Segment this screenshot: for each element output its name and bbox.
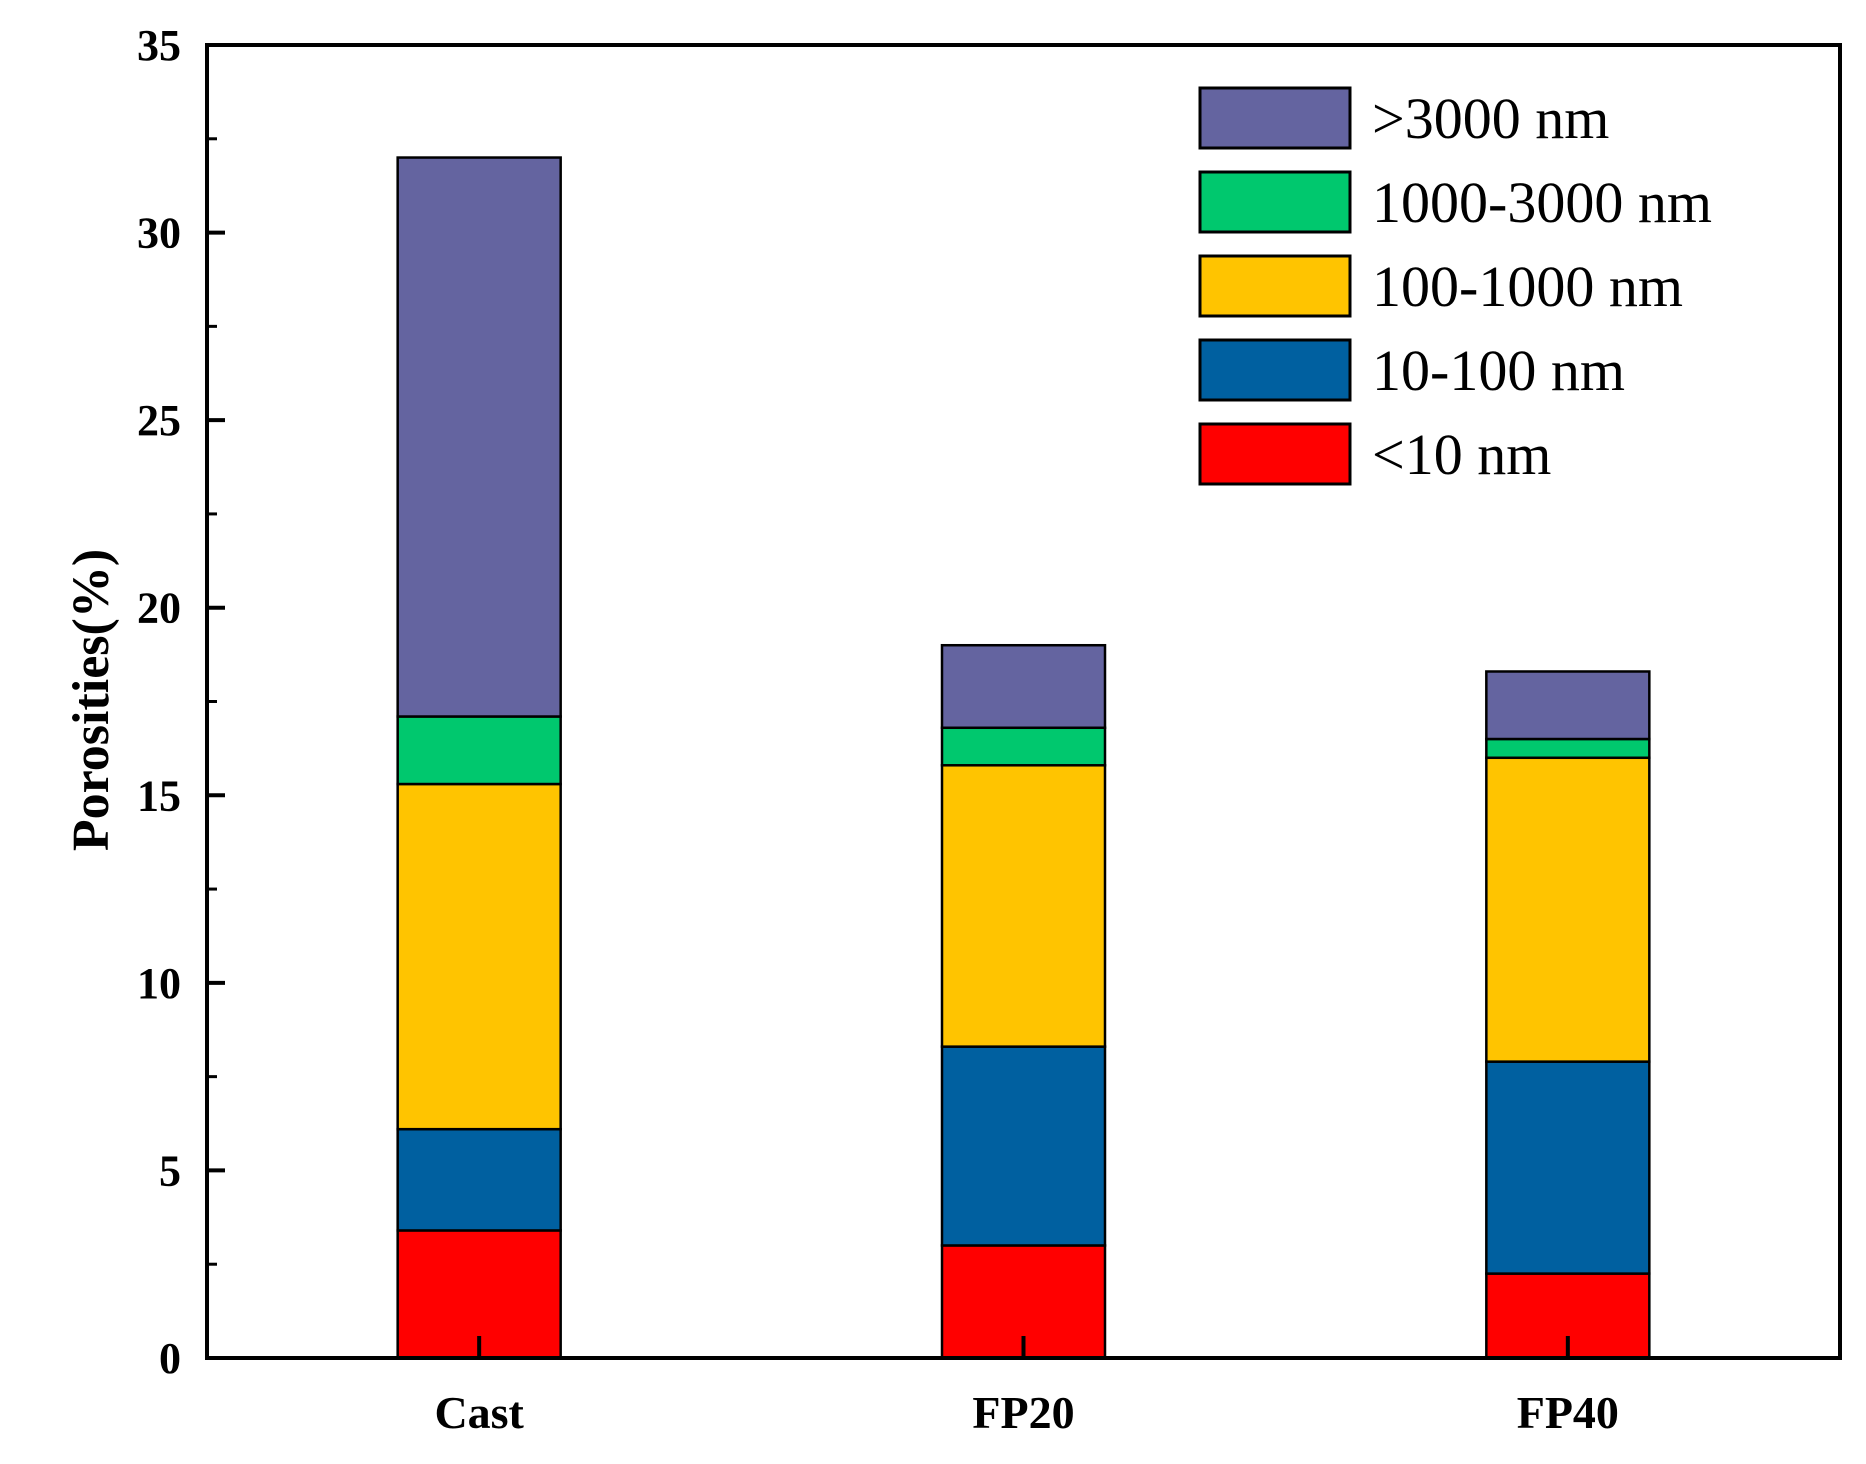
y-tick-label: 35: [137, 21, 181, 70]
bar-segment-fp20-1: [940, 1045, 1107, 1247]
legend-label: >3000 nm: [1372, 86, 1609, 151]
bar-segment-fp20-4: [940, 643, 1107, 730]
x-category-label: FP20: [972, 1387, 1074, 1438]
legend-swatch: [1198, 422, 1352, 486]
bar-segment-cast-3: [396, 715, 562, 786]
legend-label: 100-1000 nm: [1372, 254, 1683, 319]
legend-label: <10 nm: [1372, 422, 1551, 487]
y-tick-label: 15: [137, 771, 181, 820]
bar-segment-cast-1: [396, 1127, 562, 1232]
legend-label: 1000-3000 nm: [1372, 170, 1712, 235]
legend: >3000 nm 1000-3000 nm 100-1000 nm 10-100 nm…: [1198, 86, 1712, 487]
y-tick-label: 25: [137, 396, 181, 445]
y-tick-label: 20: [137, 584, 181, 633]
x-category-label: FP40: [1517, 1387, 1619, 1438]
y-axis-title: Porosities(%): [63, 549, 120, 851]
bar-segment-fp40-1: [1485, 1060, 1651, 1275]
y-axis-ticks: 0 5 10 15 20 25 30 35: [137, 21, 225, 1383]
bars-layer: [396, 156, 1651, 1360]
bar-segment-fp40-2: [1485, 756, 1651, 1063]
x-axis-categories: Cast FP20 FP40: [434, 1336, 1619, 1438]
bar-segment-fp40-3: [1485, 737, 1651, 760]
bar-segment-fp20-2: [940, 764, 1107, 1048]
y-tick-label: 0: [159, 1334, 181, 1383]
bar-segment-cast-2: [396, 782, 562, 1131]
bar-segment-fp20-3: [940, 726, 1107, 767]
y-tick-label: 10: [137, 959, 181, 1008]
legend-swatch: [1198, 254, 1352, 318]
y-tick-label: 5: [159, 1146, 181, 1195]
x-category-label: Cast: [434, 1387, 524, 1438]
legend-swatch: [1198, 170, 1352, 234]
bar-segment-fp40-4: [1485, 670, 1651, 741]
legend-label: 10-100 nm: [1372, 338, 1625, 403]
legend-swatch: [1198, 86, 1352, 150]
y-tick-label: 30: [137, 209, 181, 258]
bar-segment-cast-4: [396, 156, 562, 718]
legend-swatch: [1198, 338, 1352, 402]
